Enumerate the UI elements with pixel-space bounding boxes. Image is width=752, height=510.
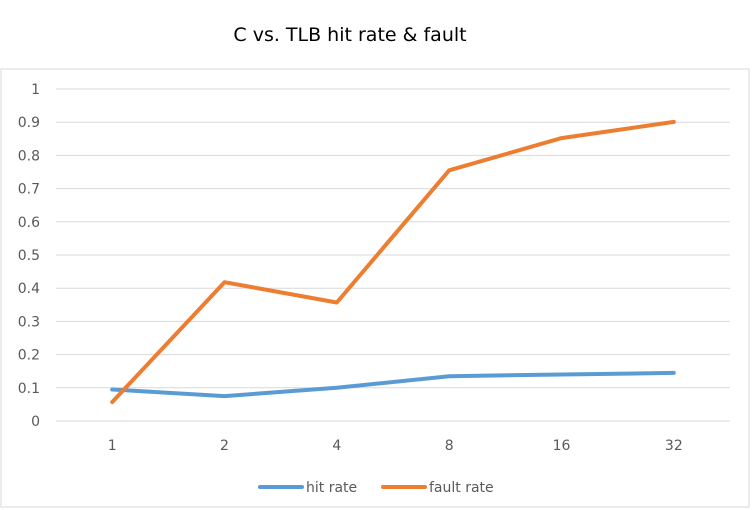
x-tick-label: 1 [108,438,117,454]
legend: hit rate fault rate [258,480,494,496]
y-tick-label: 0.7 [18,182,40,198]
series-line-fault-rate [110,119,676,405]
y-tick-label: 0.4 [18,281,40,297]
y-axis-ticks: 0 0.1 0.2 0.3 0.4 0.5 0.6 0.7 0.8 0.9 1 [18,82,40,430]
gridlines [56,88,730,422]
series-line-hit-rate [110,370,676,399]
y-tick-label: 0.6 [18,215,40,231]
chart-title: C vs. TLB hit rate & fault [233,24,466,46]
x-tick-label: 4 [332,438,341,454]
series-lines [110,119,676,405]
y-tick-label: 0.8 [18,148,40,164]
x-tick-label: 16 [553,438,571,454]
y-tick-label: 0 [31,414,40,430]
legend-label: hit rate [306,480,357,496]
x-axis-ticks: 1 2 4 8 16 32 [108,438,683,454]
y-tick-label: 0.2 [18,348,40,364]
y-tick-label: 0.3 [18,314,40,330]
x-tick-label: 32 [665,438,683,454]
y-tick-label: 1 [31,82,40,98]
legend-label: fault rate [429,480,494,496]
x-tick-label: 2 [220,438,229,454]
x-tick-label: 8 [445,438,454,454]
y-tick-label: 0.9 [18,115,40,131]
y-tick-label: 0.1 [18,381,40,397]
y-tick-label: 0.5 [18,248,40,264]
